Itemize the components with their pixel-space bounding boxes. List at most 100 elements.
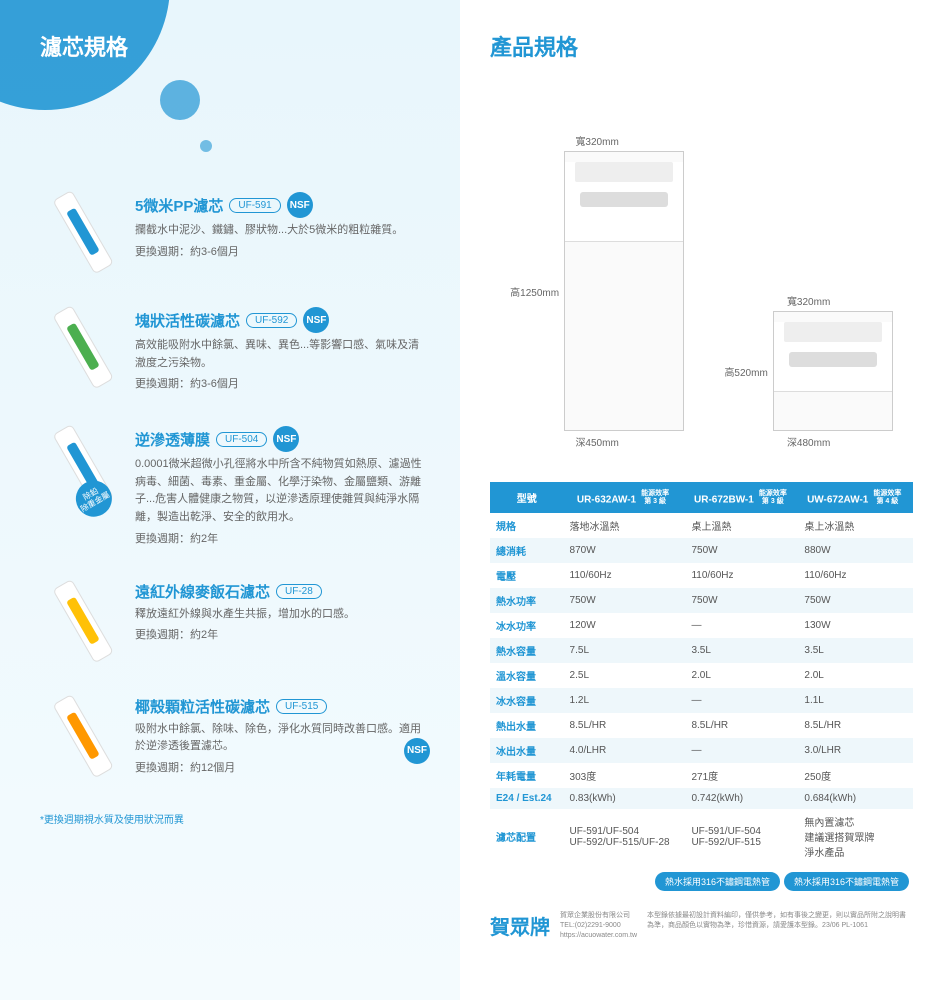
filter-desc: 吸附水中餘氯、除味、除色，淨化水質同時改善口感。適用於逆滲透後置濾芯。NSF: [135, 721, 430, 756]
lead-badge: 除鉛除重金屬: [69, 474, 118, 523]
row-label: 濾芯配置: [490, 809, 564, 864]
row-value: 無內置濾芯建議選搭賀眾牌淨水產品: [798, 809, 913, 864]
product-diagrams: 寬320mm 高1250mm 深450mm 寬320mm 高520mm 深480…: [490, 92, 913, 452]
energy-tag: 能源效率第 3 級: [756, 488, 790, 507]
filter-name: 逆滲透薄膜: [135, 429, 210, 450]
energy-tag: 能源效率第 4 級: [870, 488, 904, 507]
filter-list: 5微米PP濾芯 UF-591 NSF 攔截水中泥沙、鐵鏽、膠狀物...大於5微米…: [40, 192, 430, 776]
table-header-label: 型號: [490, 482, 564, 513]
row-label: 冰水容量: [490, 688, 564, 713]
row-value: 8.5L/HR: [798, 713, 913, 738]
row-value: UF-591/UF-504UF-592/UF-515: [685, 809, 798, 864]
dim-width: 寬320mm: [575, 133, 618, 148]
row-value: 750W: [685, 538, 798, 563]
row-value: 271度: [685, 763, 798, 788]
filter-item: 5微米PP濾芯 UF-591 NSF 攔截水中泥沙、鐵鏽、膠狀物...大於5微米…: [40, 192, 430, 272]
nsf-badge: NSF: [273, 426, 299, 452]
filter-name: 5微米PP濾芯: [135, 195, 223, 216]
row-value: 8.5L/HR: [564, 713, 686, 738]
filter-period: 更換週期：約2年: [135, 626, 430, 642]
diagram-tall: 寬320mm 高1250mm 深450mm: [510, 130, 684, 452]
row-value: 750W: [685, 588, 798, 613]
row-value: —: [685, 738, 798, 763]
brand-row: 賀眾牌 賀眾企業股份有限公司 TEL:(02)2291-9000 https:/…: [490, 911, 913, 940]
table-row: 電壓110/60Hz110/60Hz110/60Hz: [490, 563, 913, 588]
row-value: 0.742(kWh): [685, 788, 798, 809]
filter-model: UF-592: [246, 313, 297, 328]
row-label: 冰出水量: [490, 738, 564, 763]
filter-cartridge-icon: [26, 291, 140, 403]
filter-period: 更換週期：約2年: [135, 530, 430, 546]
nsf-badge: NSF: [404, 738, 430, 764]
row-value: 2.0L: [685, 663, 798, 688]
table-header-model: UR-632AW-1能源效率第 3 級: [564, 482, 686, 513]
row-value: —: [685, 613, 798, 638]
filter-spec-title: 濾芯規格: [40, 30, 430, 62]
row-value: 110/60Hz: [685, 563, 798, 588]
filter-cartridge-icon: [26, 680, 140, 792]
dim-depth: 深480mm: [787, 434, 830, 449]
nsf-badge: NSF: [303, 307, 329, 333]
filter-model: UF-515: [276, 699, 327, 714]
table-row: 規格落地冰溫熱桌上溫熱桌上冰溫熱: [490, 513, 913, 538]
filter-desc: 釋放遠紅外線與水產生共振，增加水的口感。: [135, 606, 430, 624]
row-value: 250度: [798, 763, 913, 788]
footnote: *更換週期視水質及使用狀況而異: [40, 811, 430, 826]
row-value: 落地冰溫熱: [564, 513, 686, 538]
row-label: E24 / Est.24: [490, 788, 564, 809]
row-label: 溫水容量: [490, 663, 564, 688]
row-value: 3.5L: [798, 638, 913, 663]
filter-cartridge-icon: 除鉛除重金屬: [26, 410, 140, 522]
row-value: 2.0L: [798, 663, 913, 688]
brand-disclaimer: 本型錄依據最初設計資料編印，僅供參考，如有事後之變更，則以實品所附之說明書為準，…: [647, 911, 913, 931]
dim-depth: 深450mm: [575, 434, 618, 449]
diagram-short: 寬320mm 高520mm 深480mm: [724, 290, 892, 452]
table-row: 冰出水量4.0/LHR—3.0/LHR: [490, 738, 913, 763]
filter-period: 更換週期：約12個月: [135, 759, 430, 775]
row-value: —: [685, 688, 798, 713]
brand-logo: 賀眾牌: [490, 911, 550, 940]
filter-model: UF-591: [229, 198, 280, 213]
brand-info: 賀眾企業股份有限公司 TEL:(02)2291-9000 https://acu…: [560, 911, 637, 940]
row-value: 750W: [564, 588, 686, 613]
row-label: 電壓: [490, 563, 564, 588]
table-row: 冰水功率120W—130W: [490, 613, 913, 638]
table-row: 熱水容量7.5L3.5L3.5L: [490, 638, 913, 663]
row-value: 桌上溫熱: [685, 513, 798, 538]
row-value: 110/60Hz: [798, 563, 913, 588]
row-value: 3.0/LHR: [798, 738, 913, 763]
filter-desc: 高效能吸附水中餘氯、異味、異色...等影響口感、氣味及清澈度之污染物。: [135, 337, 430, 372]
row-label: 年耗電量: [490, 763, 564, 788]
filter-item: 除鉛除重金屬 逆滲透薄膜 UF-504 NSF 0.0001微米超微小孔徑將水中…: [40, 426, 430, 545]
row-label: 冰水功率: [490, 613, 564, 638]
row-value: 110/60Hz: [564, 563, 686, 588]
row-value: 7.5L: [564, 638, 686, 663]
table-row: 溫水容量2.5L2.0L2.0L: [490, 663, 913, 688]
row-value: 0.684(kWh): [798, 788, 913, 809]
row-value: 130W: [798, 613, 913, 638]
table-row: 濾芯配置UF-591/UF-504UF-592/UF-515/UF-28UF-5…: [490, 809, 913, 864]
heat-pills: 熱水採用316不鏽鋼電熱管熱水採用316不鏽鋼電熱管: [490, 864, 913, 891]
row-value: 1.2L: [564, 688, 686, 713]
table-row: 熱水功率750W750W750W: [490, 588, 913, 613]
row-value: 3.5L: [685, 638, 798, 663]
table-row: 年耗電量303度271度250度: [490, 763, 913, 788]
row-label: 總消耗: [490, 538, 564, 563]
table-row: 冰水容量1.2L—1.1L: [490, 688, 913, 713]
row-label: 熱出水量: [490, 713, 564, 738]
dim-height: 高1250mm: [510, 284, 559, 299]
filter-item: 椰殼顆粒活性碳濾芯 UF-515 吸附水中餘氯、除味、除色，淨化水質同時改善口感…: [40, 696, 430, 776]
filter-name: 遠紅外線麥飯石濾芯: [135, 581, 270, 602]
product-spec-title: 產品規格: [490, 30, 913, 62]
table-row: 總消耗870W750W880W: [490, 538, 913, 563]
filter-period: 更換週期：約3-6個月: [135, 375, 430, 391]
energy-tag: 能源效率第 3 級: [638, 488, 672, 507]
row-value: 750W: [798, 588, 913, 613]
row-value: 303度: [564, 763, 686, 788]
row-value: 120W: [564, 613, 686, 638]
dim-width: 寬320mm: [787, 293, 830, 308]
row-label: 熱水功率: [490, 588, 564, 613]
table-header-model: UR-672BW-1能源效率第 3 級: [685, 482, 798, 513]
row-value: 870W: [564, 538, 686, 563]
specs-table: 型號UR-632AW-1能源效率第 3 級UR-672BW-1能源效率第 3 級…: [490, 482, 913, 864]
